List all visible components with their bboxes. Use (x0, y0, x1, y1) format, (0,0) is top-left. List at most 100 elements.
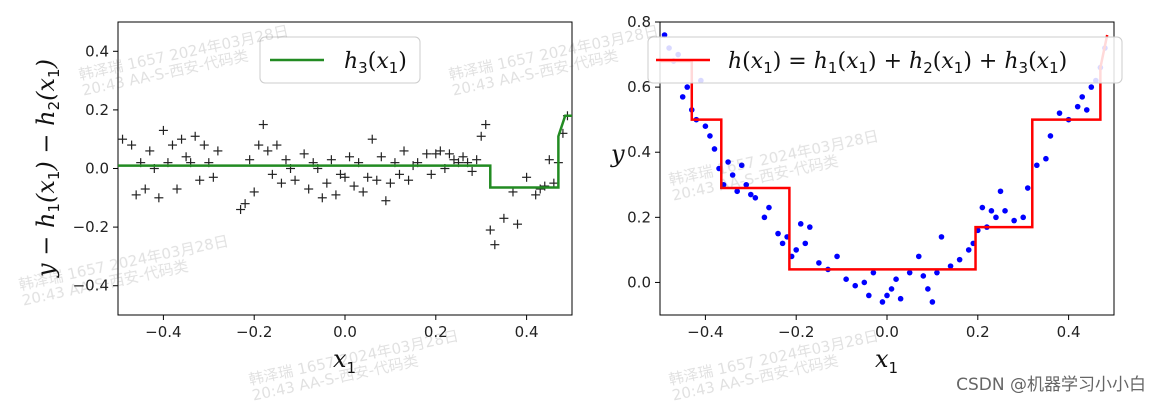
right-point (988, 208, 995, 214)
left-point (376, 152, 386, 162)
left-x-tick-label: 0.2 (424, 323, 448, 341)
right-step-line (660, 34, 1109, 271)
left-y-tick-label: 0.4 (85, 42, 109, 60)
right-point (766, 204, 772, 211)
left-point (181, 152, 191, 162)
right-point (979, 204, 986, 211)
right-point (879, 299, 886, 305)
csdn-credit: CSDN @机器学习小小白 (956, 375, 1146, 395)
right-point (707, 133, 713, 139)
right-point (852, 282, 859, 289)
left-point (145, 146, 155, 156)
right-point (888, 286, 895, 292)
right-point (1088, 84, 1095, 90)
right-x-axis-label: x1 (875, 345, 898, 377)
right-y-tick-label: 0.2 (627, 208, 651, 226)
left-point (167, 140, 177, 150)
right-point (725, 159, 731, 165)
left-point (326, 155, 336, 165)
right-x-ticks: −0.4 −0.2 0.0 0.2 0.4 (687, 315, 1081, 341)
right-point (920, 273, 927, 279)
right-point (779, 240, 786, 247)
right-x-tick-label: 0.2 (966, 323, 990, 341)
left-point (127, 140, 137, 150)
right-chart: −0.4 −0.2 0.0 0.2 0.4 0.0 0.2 0.4 0.6 0.8 x1 y h… (610, 13, 1123, 377)
left-point (481, 120, 491, 130)
right-point (866, 292, 872, 299)
right-point (893, 276, 899, 282)
left-point (531, 190, 541, 200)
left-point (422, 149, 432, 159)
left-point (476, 131, 486, 141)
left-point (449, 155, 459, 165)
left-point (345, 152, 355, 162)
left-point (385, 178, 395, 188)
right-point (1056, 110, 1063, 116)
left-residual-points (118, 111, 572, 250)
right-point (1024, 185, 1031, 191)
left-point (276, 178, 286, 188)
right-point (661, 32, 668, 38)
left-point (190, 131, 200, 141)
right-point (956, 256, 963, 263)
left-point (322, 178, 332, 188)
left-point (404, 175, 414, 185)
right-point (1020, 214, 1026, 221)
left-point (267, 169, 277, 179)
right-point (843, 276, 849, 282)
right-point (807, 224, 813, 230)
left-y-ticks: −0.4 −0.2 0.0 0.2 0.4 (73, 42, 118, 295)
left-point (304, 184, 314, 194)
right-point (934, 269, 940, 276)
left-point (272, 140, 282, 150)
left-point (131, 190, 141, 200)
left-point (154, 193, 164, 203)
right-point (897, 295, 904, 302)
right-point (993, 214, 999, 221)
left-point (540, 181, 550, 191)
left-point (158, 125, 168, 135)
left-y-tick-label: −0.2 (73, 218, 109, 236)
right-point (1083, 107, 1090, 113)
left-point (435, 146, 445, 156)
right-point (797, 221, 804, 227)
left-y-axis-label: y − h1(x1) − h2(x1) (32, 59, 63, 278)
right-y-tick-label: 0.6 (627, 78, 651, 96)
right-point (870, 269, 877, 276)
left-point (522, 172, 532, 182)
left-legend: h3(x1) (259, 36, 421, 84)
right-x-tick-label: −0.4 (687, 323, 723, 341)
left-point (335, 169, 345, 179)
right-point (947, 263, 954, 269)
right-point (743, 181, 750, 188)
right-point (738, 162, 745, 169)
left-point (118, 134, 128, 144)
left-point (208, 172, 218, 182)
right-point (929, 299, 936, 305)
right-point (884, 292, 890, 299)
right-point (938, 234, 945, 240)
right-point (816, 260, 822, 266)
left-point (331, 190, 341, 200)
left-point (290, 175, 300, 185)
left-point (508, 187, 518, 197)
right-x-tick-label: 0.4 (1057, 323, 1081, 341)
left-point (549, 178, 559, 188)
left-point (535, 184, 545, 194)
right-legend-label: h(x1) = h1(x1) + h2(x1) + h3(x1) (728, 49, 1067, 77)
left-y-tick-label: −0.4 (73, 277, 109, 295)
left-point (240, 199, 250, 209)
left-point (485, 225, 495, 235)
left-point (245, 155, 255, 165)
right-point (915, 253, 922, 260)
left-point (254, 140, 264, 150)
left-x-tick-label: 0.4 (515, 323, 539, 341)
left-point (340, 172, 350, 182)
right-point (702, 123, 709, 129)
left-chart: −0.4 −0.2 0.0 0.2 0.4 −0.4−0.20.00.20.4 x1 y… (32, 21, 573, 377)
left-point (399, 146, 409, 156)
right-point (711, 146, 718, 152)
right-point (761, 214, 768, 221)
left-point (213, 146, 223, 156)
right-point (802, 240, 809, 247)
